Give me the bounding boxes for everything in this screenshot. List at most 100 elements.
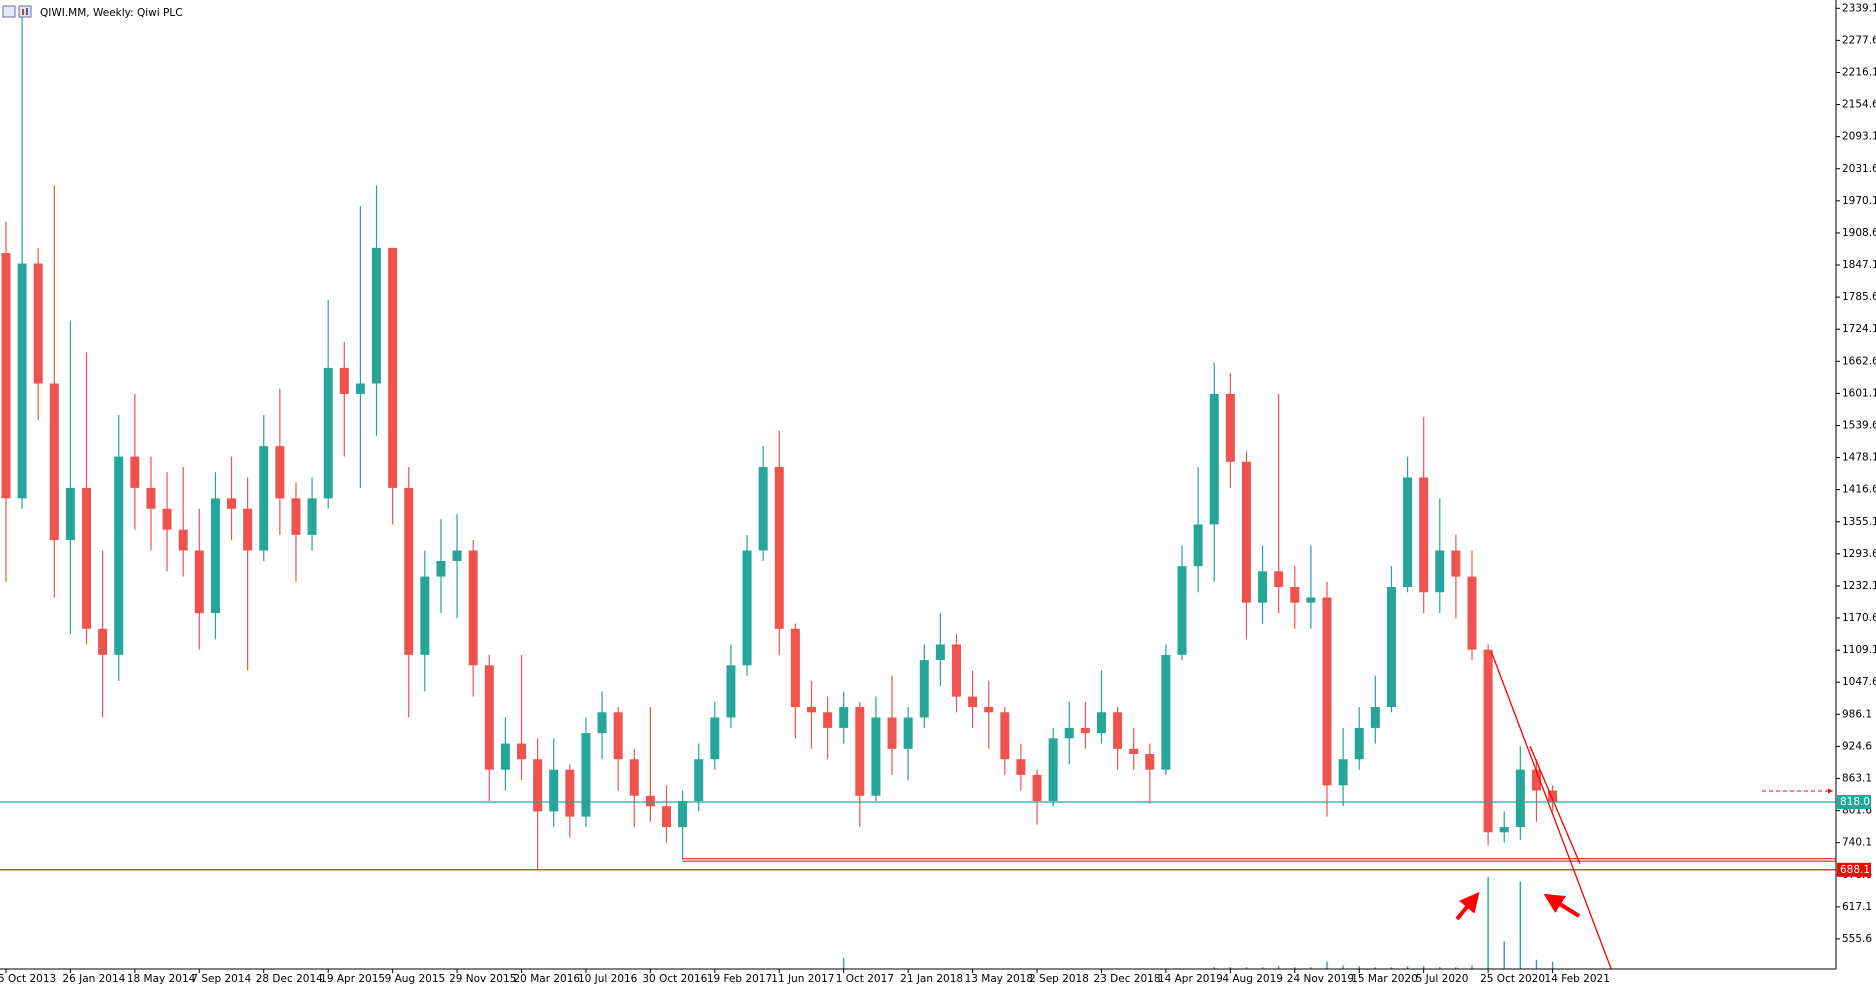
y-tick-label: 1416.6 bbox=[1842, 484, 1876, 496]
y-tick-label: 2031.6 bbox=[1842, 163, 1876, 175]
candle-body bbox=[17, 263, 27, 499]
candle-body bbox=[790, 628, 800, 708]
candle-body bbox=[275, 446, 285, 499]
y-tick-label: 1785.6 bbox=[1842, 291, 1876, 303]
candle-body bbox=[823, 712, 833, 728]
candle-body bbox=[774, 467, 784, 629]
annotation-arrow bbox=[1455, 891, 1480, 921]
y-tick-label: 2339.1 bbox=[1842, 2, 1876, 14]
y-tick-label: 555.6 bbox=[1842, 933, 1872, 945]
candle-body bbox=[1177, 566, 1187, 655]
candle-body bbox=[484, 665, 494, 770]
candle-body bbox=[517, 743, 527, 760]
candle-body bbox=[661, 806, 671, 828]
candle-body bbox=[259, 446, 269, 551]
candle-body bbox=[1483, 649, 1493, 833]
y-tick-label: 1539.6 bbox=[1842, 419, 1876, 431]
candle-body bbox=[565, 769, 575, 817]
candle-body bbox=[355, 383, 365, 394]
candle-body bbox=[839, 707, 849, 728]
candle-body bbox=[1499, 827, 1509, 833]
candle-body bbox=[388, 247, 398, 488]
candle-body bbox=[291, 498, 301, 535]
y-tick-label: 1662.6 bbox=[1842, 355, 1876, 367]
candle-body bbox=[452, 550, 462, 561]
candle-body bbox=[1467, 576, 1477, 650]
candle-body bbox=[1209, 393, 1219, 525]
candle-body bbox=[339, 367, 349, 394]
y-tick-label: 1293.6 bbox=[1842, 548, 1876, 560]
candle-body bbox=[678, 800, 688, 828]
candle-body bbox=[1064, 727, 1074, 739]
x-tick-label: 14 Feb 2021 bbox=[1545, 973, 1610, 985]
candle-body bbox=[1419, 477, 1429, 593]
y-tick-label: 617.1 bbox=[1842, 901, 1872, 913]
candle-body bbox=[645, 795, 655, 807]
y-tick-label: 1970.1 bbox=[1842, 195, 1876, 207]
y-tick-label: 1724.1 bbox=[1842, 323, 1876, 335]
candle-body bbox=[1338, 759, 1348, 786]
candle-body bbox=[404, 487, 414, 655]
y-tick-label: 1478.1 bbox=[1842, 452, 1876, 464]
candle-body bbox=[629, 759, 639, 796]
y-tick-label: 2216.1 bbox=[1842, 66, 1876, 78]
y-tick-label: 986.1 bbox=[1842, 708, 1872, 720]
candle-body bbox=[1258, 571, 1268, 603]
y-tick-label: 1908.6 bbox=[1842, 227, 1876, 239]
candle-body bbox=[1193, 524, 1203, 567]
candle-body bbox=[178, 529, 188, 551]
candle-body bbox=[372, 247, 382, 384]
candle-body bbox=[1435, 550, 1445, 593]
x-tick-label: 4 Aug 2019 bbox=[1222, 973, 1283, 985]
candle-body bbox=[597, 712, 607, 734]
chart-title: QIWI.MM, Weekly: Qiwi PLC bbox=[40, 7, 183, 19]
icon bbox=[18, 5, 32, 18]
x-tick-label: 13 May 2018 bbox=[965, 973, 1033, 985]
candle-body bbox=[33, 263, 43, 384]
y-tick-label: 2277.6 bbox=[1842, 34, 1876, 46]
x-tick-label: 20 Mar 2016 bbox=[514, 973, 581, 985]
x-tick-label: 29 Nov 2015 bbox=[449, 973, 516, 985]
x-tick-label: 9 Aug 2015 bbox=[385, 973, 446, 985]
candle-body bbox=[1386, 587, 1396, 708]
y-tick-label: 2093.1 bbox=[1842, 131, 1876, 143]
y-tick-label: 1109.1 bbox=[1842, 644, 1876, 656]
candle-body bbox=[1032, 774, 1042, 801]
candle-body bbox=[194, 550, 204, 614]
candle-body bbox=[1531, 769, 1541, 791]
candle-body bbox=[1080, 727, 1090, 734]
annotation-arrow bbox=[1543, 893, 1581, 918]
candle-body bbox=[742, 550, 752, 666]
candle-body bbox=[919, 660, 929, 718]
plot-area bbox=[0, 8, 1836, 969]
y-tick-label: 1047.6 bbox=[1842, 676, 1876, 688]
candle-body bbox=[49, 383, 59, 541]
candle-body bbox=[758, 467, 768, 551]
y-tick-label: 2154.6 bbox=[1842, 99, 1876, 111]
x-tick-label: 1 Oct 2017 bbox=[836, 973, 894, 985]
candle-body bbox=[210, 498, 220, 614]
x-tick-label: 18 May 2014 bbox=[127, 973, 196, 985]
candle-body bbox=[984, 707, 994, 713]
x-tick-label: 5 Jul 2020 bbox=[1416, 973, 1469, 985]
candle-body bbox=[581, 733, 591, 817]
x-tick-label: 19 Feb 2017 bbox=[707, 973, 772, 985]
candle-body bbox=[855, 707, 865, 796]
candle-body bbox=[114, 456, 124, 655]
candle-body bbox=[98, 628, 108, 655]
x-tick-label: 11 Jun 2017 bbox=[771, 973, 834, 985]
candle-body bbox=[951, 644, 961, 697]
candle-body bbox=[1241, 461, 1251, 603]
y-tick-label: 863.1 bbox=[1842, 772, 1872, 784]
x-tick-label: 21 Jan 2018 bbox=[900, 973, 963, 985]
candle-body bbox=[307, 498, 317, 535]
x-tick-label: 15 Mar 2020 bbox=[1351, 973, 1418, 985]
candle-body bbox=[887, 717, 897, 749]
candle-body bbox=[903, 717, 913, 749]
icon bbox=[22, 9, 24, 15]
candle-body bbox=[710, 717, 720, 760]
candle-body bbox=[549, 769, 559, 812]
price-label-bg bbox=[1837, 862, 1871, 877]
candle-body bbox=[130, 456, 140, 488]
